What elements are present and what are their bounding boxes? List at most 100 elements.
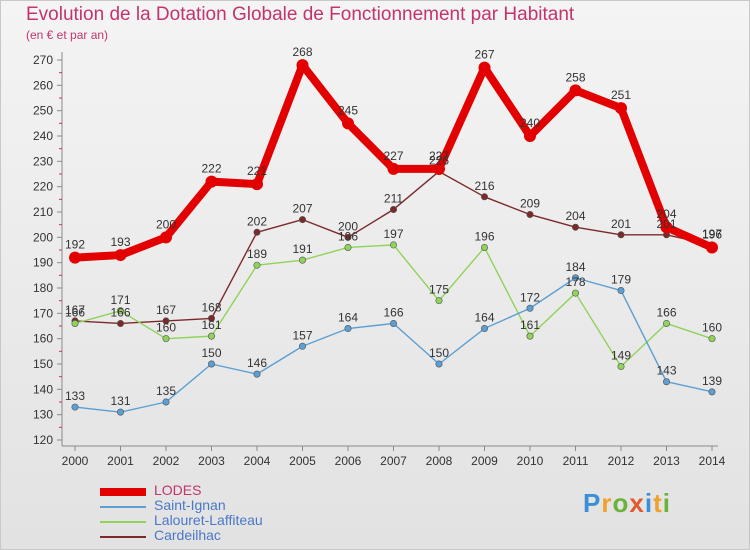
- data-label-saint-ignan-2002: 135: [156, 384, 176, 398]
- data-label-saint-ignan-2009: 164: [474, 311, 494, 325]
- y-tick-label-200: 200: [33, 230, 53, 244]
- legend-label-saint-ignan: Saint-Ignan: [154, 497, 226, 513]
- data-label-saint-ignan-2013: 143: [656, 364, 676, 378]
- y-tick-label-120: 120: [33, 433, 53, 447]
- point-lalouret-laffiteau-2011: [571, 289, 579, 297]
- y-tick-label-210: 210: [33, 205, 53, 219]
- legend-swatch-saint-ignan: [100, 506, 146, 508]
- point-saint-ignan-2012: [617, 287, 625, 295]
- data-label-lalouret-laffiteau-2004: 189: [247, 247, 267, 261]
- x-tick-label-2010: 2010: [517, 454, 544, 468]
- y-tick-label-220: 220: [33, 180, 53, 194]
- point-lodes-2004: [251, 178, 263, 191]
- data-label-lodes-2003: 222: [201, 162, 221, 176]
- point-lalouret-laffiteau-2010: [526, 332, 534, 340]
- point-lalouret-laffiteau-2009: [480, 243, 488, 251]
- data-label-lodes-2004: 221: [247, 164, 267, 178]
- data-label-saint-ignan-2010: 172: [520, 290, 540, 304]
- data-label-cardeilhac-2002: 167: [156, 303, 176, 317]
- point-lalouret-laffiteau-2001: [117, 307, 125, 315]
- series-points: [69, 59, 718, 416]
- point-cardeilhac-2004: [253, 228, 261, 236]
- data-label-lodes-2013: 204: [656, 207, 676, 221]
- data-label-lodes-2009: 267: [474, 48, 494, 62]
- y-tick-label-170: 170: [33, 306, 53, 320]
- point-saint-ignan-2000: [71, 403, 79, 411]
- point-cardeilhac-2002: [162, 317, 170, 325]
- data-label-lalouret-laffiteau-2007: 197: [383, 227, 403, 241]
- data-label-saint-ignan-2000: 133: [65, 389, 85, 403]
- point-lodes-2014: [706, 241, 718, 254]
- data-label-cardeilhac-2009: 216: [474, 179, 494, 193]
- point-lodes-2005: [296, 59, 309, 72]
- x-tick-label-2002: 2002: [153, 454, 180, 468]
- x-tick-label-2005: 2005: [289, 454, 316, 468]
- data-label-lodes-2001: 193: [110, 235, 130, 249]
- proxiti-logo: Proxiti: [583, 488, 671, 519]
- data-label-saint-ignan-2014: 139: [702, 374, 722, 388]
- data-label-lodes-2008: 227: [429, 149, 449, 163]
- point-cardeilhac-2006: [344, 233, 352, 241]
- logo-letter: x: [629, 488, 645, 518]
- point-saint-ignan-2011: [571, 274, 579, 282]
- point-saint-ignan-2003: [208, 360, 216, 368]
- data-label-lalouret-laffiteau-2009: 196: [474, 229, 494, 243]
- y-tick-label-160: 160: [33, 332, 53, 346]
- x-tick-label-2000: 2000: [62, 454, 89, 468]
- point-lalouret-laffiteau-2000: [71, 319, 79, 327]
- y-tick-label-190: 190: [33, 256, 53, 270]
- x-tick-label-2009: 2009: [471, 454, 498, 468]
- point-cardeilhac-2012: [617, 231, 625, 239]
- point-lalouret-laffiteau-2007: [389, 241, 397, 249]
- point-lodes-2006: [342, 117, 354, 130]
- x-tick-label-2012: 2012: [608, 454, 635, 468]
- logo-letter: t: [653, 488, 663, 518]
- point-cardeilhac-2010: [526, 211, 534, 219]
- y-tick-label-240: 240: [33, 129, 53, 143]
- data-label-cardeilhac-2005: 207: [292, 202, 312, 216]
- point-lodes-2002: [160, 231, 172, 244]
- point-lalouret-laffiteau-2006: [344, 243, 352, 251]
- data-label-cardeilhac-2007: 211: [384, 191, 403, 205]
- data-label-cardeilhac-2011: 204: [565, 209, 585, 223]
- data-label-cardeilhac-2008: 226: [429, 153, 449, 167]
- point-saint-ignan-2007: [389, 319, 397, 327]
- y-tick-label-270: 270: [33, 53, 53, 67]
- x-tick-label-2013: 2013: [653, 454, 680, 468]
- point-saint-ignan-2004: [253, 370, 261, 378]
- data-label-lalouret-laffiteau-2014: 160: [702, 321, 722, 335]
- data-label-lalouret-laffiteau-2001: 171: [110, 293, 130, 307]
- data-label-saint-ignan-2001: 131: [110, 394, 130, 408]
- point-lalouret-laffiteau-2013: [662, 319, 670, 327]
- point-saint-ignan-2009: [480, 325, 488, 333]
- data-label-saint-ignan-2008: 150: [429, 346, 449, 360]
- data-label-lalouret-laffiteau-2010: 161: [520, 318, 540, 332]
- point-lalouret-laffiteau-2008: [435, 297, 443, 305]
- data-label-saint-ignan-2012: 179: [611, 273, 631, 287]
- y-tick-label-260: 260: [33, 78, 53, 92]
- data-label-lodes-2006: 245: [338, 103, 358, 117]
- data-label-lodes-2005: 268: [292, 45, 312, 59]
- point-saint-ignan-2008: [435, 360, 443, 368]
- data-label-lalouret-laffiteau-2005: 191: [292, 242, 312, 256]
- legend-swatch-lodes: [100, 488, 146, 496]
- point-lodes-2011: [569, 84, 582, 97]
- data-label-lalouret-laffiteau-2012: 149: [611, 349, 631, 363]
- data-label-lalouret-laffiteau-2003: 161: [201, 318, 221, 332]
- x-tick-label-2014: 2014: [699, 454, 726, 468]
- y-tick-label-180: 180: [33, 281, 53, 295]
- point-lalouret-laffiteau-2014: [708, 335, 716, 343]
- data-label-saint-ignan-2007: 166: [383, 305, 403, 319]
- point-cardeilhac-2011: [571, 223, 579, 231]
- x-tick-label-2003: 2003: [198, 454, 225, 468]
- point-saint-ignan-2014: [708, 388, 716, 396]
- data-label-lodes-2011: 258: [565, 70, 585, 84]
- point-saint-ignan-2002: [162, 398, 170, 406]
- point-saint-ignan-2010: [526, 304, 534, 312]
- legend-label-lalouret-laffiteau: Lalouret-Laffiteau: [154, 512, 263, 528]
- point-lalouret-laffiteau-2005: [298, 256, 306, 264]
- x-tick-label-2006: 2006: [335, 454, 362, 468]
- point-lodes-2003: [205, 175, 218, 188]
